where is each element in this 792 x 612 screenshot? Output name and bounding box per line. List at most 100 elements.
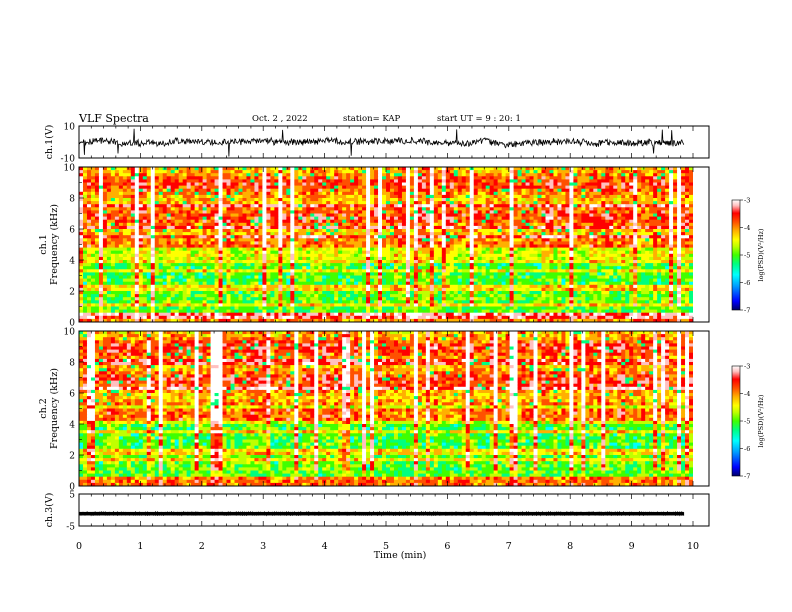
spectrogram-cell (186, 173, 192, 177)
spectrogram-cell (593, 182, 598, 186)
spectrogram-cell (282, 188, 287, 193)
spectrogram-cell (569, 213, 574, 217)
spectrogram-cell (282, 167, 287, 171)
spectrogram-cell (178, 250, 184, 255)
spectrogram-cell (210, 266, 215, 270)
spectrogram-cell (362, 253, 367, 258)
spectrogram-cell (517, 238, 522, 242)
spectrogram-cell (429, 167, 435, 171)
spectrogram-cell (665, 229, 670, 233)
spectrogram-cell (653, 216, 658, 221)
spectrogram-cell (461, 253, 467, 258)
spectrogram-cell (529, 235, 534, 239)
spectrogram-cell (541, 253, 546, 258)
spectrogram-cell (198, 179, 203, 183)
spectrogram-cell (222, 176, 227, 180)
spectrogram-cell (150, 225, 156, 230)
spectrogram-cell (94, 250, 100, 255)
spectrogram-cell (366, 232, 371, 236)
spectrogram-cell (378, 232, 383, 236)
spectrogram-cell (310, 191, 315, 196)
spectrogram-cell (79, 204, 84, 208)
spectrogram-cell (294, 167, 299, 171)
spectrogram-cell (425, 253, 431, 258)
spectrogram-cell (94, 210, 100, 214)
spectrogram-cell (581, 182, 586, 186)
spectrogram-cell (521, 176, 526, 180)
spectrogram-cell (665, 232, 670, 236)
spectrogram-cell (449, 176, 455, 180)
spectrogram-cell (653, 188, 658, 193)
spectrogram-cell (397, 222, 403, 227)
spectrogram-cell (421, 256, 427, 261)
spectrogram-cell (314, 201, 319, 205)
spectrogram-cell (354, 260, 359, 264)
spectrogram-cell (541, 182, 546, 186)
spectrogram-cell (545, 213, 550, 217)
spectrogram-cell (633, 191, 638, 196)
spectrogram-cell (286, 263, 291, 267)
spectrogram-cell (525, 201, 530, 205)
spectrogram-cell (529, 263, 534, 267)
spectrogram-cell (326, 188, 331, 193)
spectrogram-cell (389, 188, 395, 193)
spectrogram-cell (258, 244, 263, 248)
spectrogram-cell (382, 263, 387, 267)
spectrogram-cell (210, 225, 215, 230)
spectrogram-cell (282, 225, 287, 230)
spectrogram-cell (314, 213, 319, 217)
spectrogram-cell (633, 173, 638, 177)
spectrogram-cell (569, 210, 574, 214)
spectrogram-cell (413, 238, 419, 242)
spectrogram-cell (214, 207, 219, 211)
spectrogram-cell (497, 194, 503, 199)
spectrogram-cell (421, 229, 427, 233)
spectrogram-cell (649, 170, 654, 174)
spectrogram-cell (82, 232, 88, 236)
spectrogram-cell (641, 241, 646, 245)
spectrogram-cell (537, 241, 542, 245)
spectrogram-cell (194, 198, 200, 202)
spectrogram-cell (374, 176, 379, 180)
spectrogram-cell (505, 229, 510, 233)
spectrogram-cell (677, 188, 682, 193)
spectrogram-cell (393, 222, 399, 227)
spectrogram-cell (342, 185, 347, 190)
spectrogram-cell (421, 182, 427, 186)
spectrogram-cell (126, 179, 132, 183)
spectrogram-cell (637, 238, 642, 242)
spectrogram-cell (585, 256, 590, 261)
spectrogram-cell (677, 213, 682, 217)
spectrogram-cell (689, 210, 693, 214)
spectrogram-cell (649, 260, 654, 264)
spectrogram-cell (266, 185, 271, 190)
spectrogram-cell (102, 250, 108, 255)
spectrogram-cell (366, 191, 371, 196)
spectrogram-cell (130, 241, 136, 245)
spectrogram-cell (310, 204, 315, 208)
spectrogram-cell (533, 253, 538, 258)
spectrogram-cell (553, 256, 558, 261)
spectrogram-cell (473, 207, 479, 211)
spectrogram-cell (445, 260, 451, 264)
spectrogram-cell (230, 191, 235, 196)
spectrogram-cell (102, 198, 108, 202)
spectrogram-cell (326, 216, 331, 221)
spectrogram-cell (146, 182, 152, 186)
spectrogram-cell (354, 198, 359, 202)
spectrogram-cell (633, 204, 638, 208)
spectrogram-cell (158, 250, 164, 255)
spectrogram-cell (521, 238, 526, 242)
spectrogram-cell (182, 238, 188, 242)
spectrogram-cell (114, 182, 120, 186)
spectrogram-cell (266, 229, 271, 233)
spectrogram-cell (457, 244, 463, 248)
spectrogram-cell (206, 188, 211, 193)
spectrogram-cell (569, 179, 574, 183)
spectrogram-cell (282, 201, 287, 205)
spectrogram-cell (242, 185, 247, 190)
spectrogram-cell (282, 185, 287, 190)
spectrogram-cell (645, 179, 650, 183)
spectrogram-cell (561, 167, 566, 171)
spectrogram-cell (525, 253, 530, 258)
